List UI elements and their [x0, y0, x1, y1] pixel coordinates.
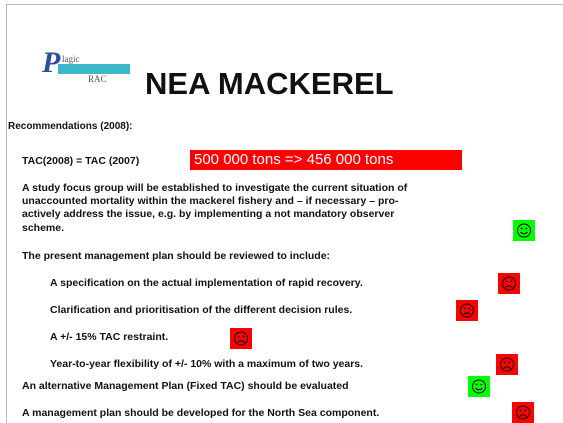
smiley-sad — [496, 354, 518, 375]
plan-item: Clarification and prioritisation of the … — [50, 304, 353, 316]
smiley-happy — [513, 220, 535, 241]
study-line: unaccounted mortality within the mackere… — [22, 195, 399, 207]
frame-top — [6, 4, 563, 5]
study-line: actively address the issue, e.g. by impl… — [22, 208, 395, 220]
study-line: A study focus group will be established … — [22, 182, 408, 194]
other-item: A management plan should be developed fo… — [22, 407, 380, 419]
logo-letter: P — [42, 46, 61, 79]
plan-item: Year-to-year flexibility of +/- 10% with… — [50, 358, 364, 370]
logo-sub: RAC — [88, 74, 107, 84]
smiley-sad — [498, 273, 520, 294]
plan-item: A specification on the actual implementa… — [50, 277, 363, 289]
study-line: scheme. — [22, 222, 65, 234]
frame-left — [6, 4, 7, 423]
smiley-happy — [468, 376, 490, 397]
smiley-sad — [456, 300, 478, 321]
plan-item: A +/- 15% TAC restraint. — [50, 331, 169, 343]
tac-text: TAC(2008) = TAC (2007) — [22, 155, 140, 167]
title: NEA MACKEREL — [145, 66, 394, 101]
tac-highlight: 500 000 tons => 456 000 tons — [190, 150, 462, 170]
logo-band — [58, 64, 130, 74]
other-item: An alternative Management Plan (Fixed TA… — [22, 380, 349, 392]
section-heading: Recommendations (2008): — [8, 121, 133, 132]
logo: P lagic RAC — [40, 46, 130, 86]
smiley-sad — [230, 328, 252, 349]
logo-word: lagic — [62, 54, 80, 64]
plan-intro: The present management plan should be re… — [22, 250, 331, 262]
smiley-sad — [512, 402, 534, 423]
